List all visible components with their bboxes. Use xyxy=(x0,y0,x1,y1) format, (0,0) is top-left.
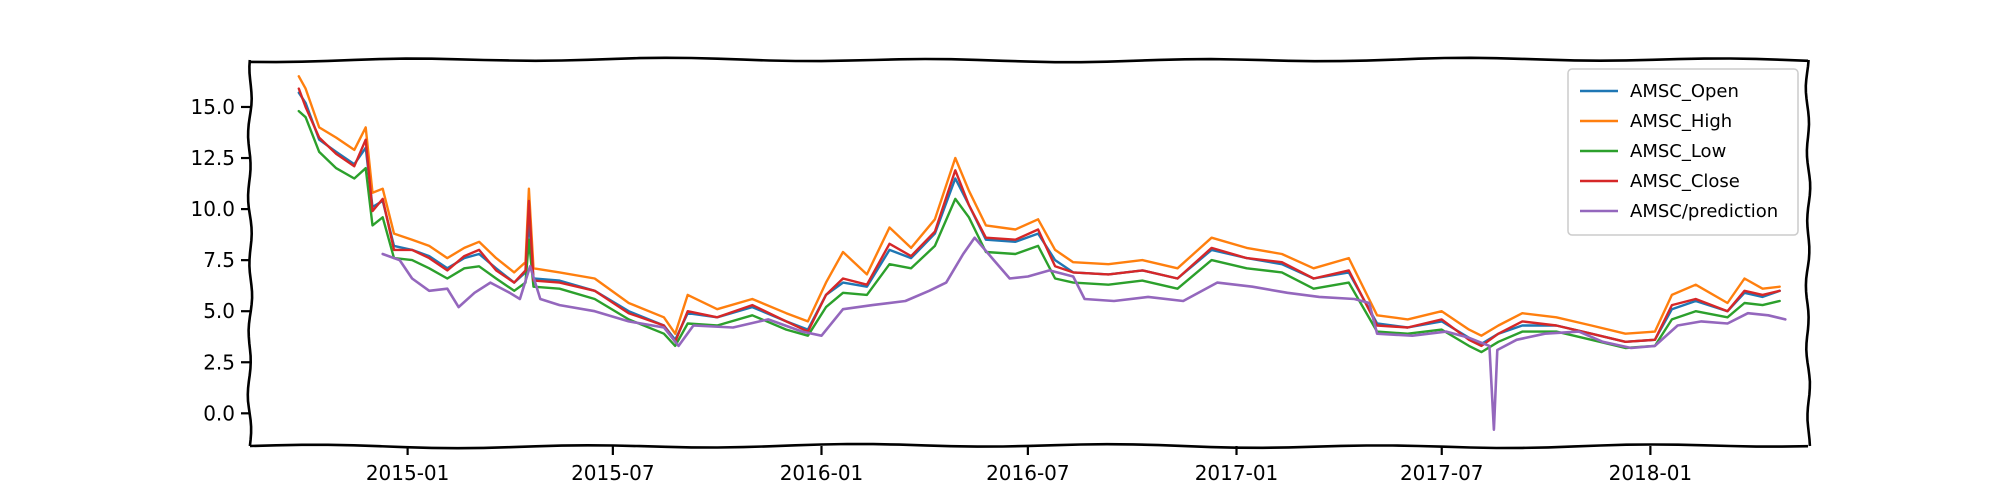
x-tick-label: 2015-07 xyxy=(571,461,655,485)
legend-label: AMSC/prediction xyxy=(1630,201,1778,222)
x-tick-label: 2015-01 xyxy=(366,461,450,485)
y-tick-label: 10.0 xyxy=(190,197,235,221)
y-tick-label: 15.0 xyxy=(190,95,235,119)
legend-label: AMSC_Open xyxy=(1630,81,1739,102)
series-line-amsc-close xyxy=(297,87,1781,348)
x-tick-label: 2018-01 xyxy=(1609,461,1693,485)
y-tick-label: 12.5 xyxy=(190,146,235,170)
legend-label: AMSC_Close xyxy=(1630,171,1740,192)
y-tick-label: 0.0 xyxy=(203,401,235,425)
axis-frame-bottom xyxy=(249,442,1809,450)
series-line-amsc-low xyxy=(297,109,1781,354)
y-tick-label: 7.5 xyxy=(203,248,235,272)
y-tick-label: 5.0 xyxy=(203,299,235,323)
series-line-amsc-open xyxy=(297,91,1781,346)
series-line-amsc-high xyxy=(297,75,1781,337)
legend-label: AMSC_Low xyxy=(1630,141,1726,162)
x-tick-label: 2017-07 xyxy=(1400,461,1484,485)
legend: AMSC_Open AMSC_High AMSC_Low AMSC_Close AMSC… xyxy=(1567,68,1799,236)
axes-frame xyxy=(246,56,1812,450)
series-line-amsc-prediction xyxy=(381,236,1787,431)
legend-box xyxy=(1567,68,1799,236)
x-tick-label: 2016-07 xyxy=(986,461,1070,485)
axis-frame-top xyxy=(249,56,1809,64)
series-layer xyxy=(297,75,1787,431)
axis-frame-right xyxy=(1804,59,1812,447)
x-tick-label: 2016-01 xyxy=(780,461,864,485)
y-tick-label: 2.5 xyxy=(203,350,235,374)
axis-frame-left xyxy=(246,59,254,447)
legend-label: AMSC_High xyxy=(1630,111,1732,132)
x-tick-label: 2017-01 xyxy=(1195,461,1279,485)
axis-ticks: 2015-01 2015-07 2016-01 2016-07 2017-01 2017-… xyxy=(190,95,1692,485)
